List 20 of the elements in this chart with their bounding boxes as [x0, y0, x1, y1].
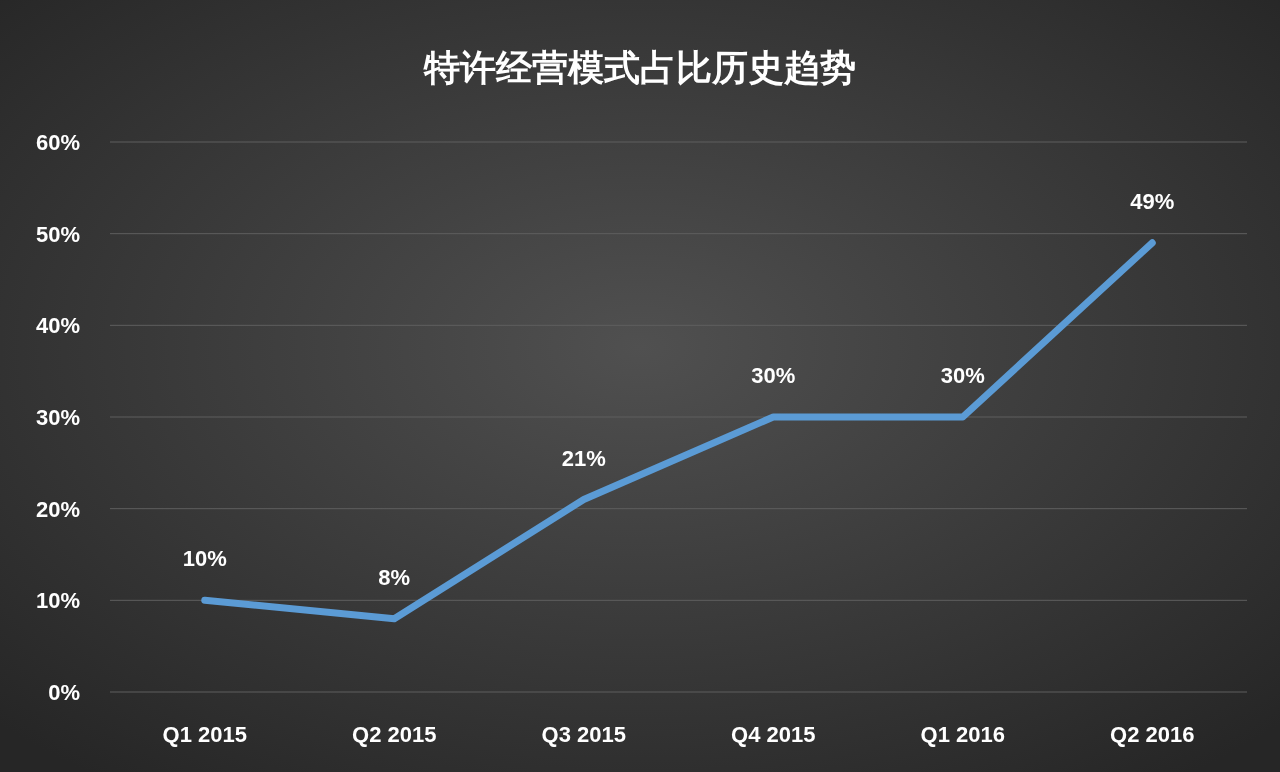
- chart-title: 特许经营模式占比历史趋势: [423, 47, 856, 88]
- y-tick-label: 20%: [35, 496, 80, 522]
- data-label: 30%: [751, 363, 796, 388]
- data-label: 49%: [1130, 188, 1175, 214]
- y-tick-label: 30%: [35, 405, 80, 430]
- x-tick-label: Q2 2015: [352, 722, 437, 747]
- data-label: 21%: [561, 445, 606, 471]
- y-tick-label: 0%: [48, 680, 80, 705]
- x-tick-label: Q4 2015: [731, 722, 816, 747]
- data-label: 8%: [378, 564, 411, 590]
- x-tick-label: Q3 2015: [541, 722, 626, 747]
- x-tick-label: Q1 2015: [162, 722, 247, 747]
- data-label: 10%: [182, 546, 227, 572]
- y-tick-label: 60%: [35, 130, 80, 155]
- y-tick-label: 40%: [35, 313, 80, 339]
- data-label: 30%: [940, 363, 985, 388]
- x-tick-label: Q2 2016: [1110, 722, 1195, 747]
- y-tick-label: 10%: [35, 588, 80, 614]
- x-tick-label: Q1 2016: [920, 722, 1005, 747]
- y-tick-label: 50%: [35, 221, 80, 247]
